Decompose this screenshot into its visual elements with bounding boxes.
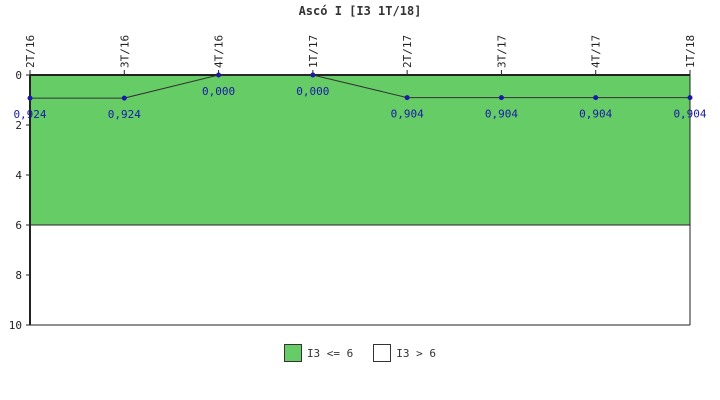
threshold-bands [30, 74, 691, 326]
legend-item-1: I3 > 6 [373, 344, 436, 362]
legend-label: I3 <= 6 [306, 346, 354, 360]
legend-swatch [283, 344, 302, 362]
y-tick-label: 6 [15, 219, 22, 232]
chart-title: Ascó I [I3 1T/18] [299, 4, 422, 18]
y-tick-label: 8 [15, 269, 22, 282]
legend-label: I3 > 6 [396, 346, 437, 360]
data-label: 0,904 [673, 108, 706, 121]
x-axis: 2T/16 3T/16 4T/16 1T/17 2T/17 3T/17 4T/17 1T/18 [24, 35, 697, 75]
x-tick-label: 4T/17 [590, 35, 603, 68]
x-tick-label: 3T/17 [495, 35, 508, 68]
data-series: 0,924 0,924 0,000 0,000 0,904 0,904 0,904 0,904 [13, 72, 707, 121]
y-tick-label: 4 [15, 169, 22, 182]
data-label: 0,924 [13, 108, 46, 121]
band-0 [30, 75, 690, 225]
x-tick-label: 4T/16 [213, 35, 226, 68]
data-label: 0,000 [296, 85, 329, 98]
x-tick-label: 2T/16 [24, 35, 37, 68]
data-point [593, 95, 599, 101]
data-point [216, 72, 222, 78]
x-tick-label: 1T/18 [684, 35, 697, 68]
legend-swatch [373, 344, 392, 362]
data-label: 0,904 [485, 108, 518, 121]
data-point [404, 95, 410, 101]
data-point [310, 72, 316, 78]
y-axis: 0 2 4 6 8 10 [9, 69, 31, 332]
data-label: 0,924 [108, 108, 141, 121]
data-point [121, 95, 127, 101]
y-tick-label: 0 [15, 69, 22, 82]
x-tick-label: 3T/16 [118, 35, 131, 68]
band-1 [30, 225, 690, 325]
series-line [30, 74, 690, 99]
y-tick-label: 10 [9, 319, 22, 332]
x-tick-label: 2T/17 [401, 35, 414, 68]
x-tick-label: 1T/17 [307, 35, 320, 68]
data-label: 0,904 [391, 108, 424, 121]
y-tick-label: 2 [15, 119, 22, 132]
data-point [27, 95, 33, 101]
data-point [498, 95, 504, 101]
data-point [687, 95, 693, 101]
data-label: 0,904 [579, 108, 612, 121]
legend-item-0: I3 <= 6 [283, 344, 354, 362]
data-label: 0,000 [202, 85, 235, 98]
legend: I3 <= 6 I3 > 6 [0, 344, 720, 362]
